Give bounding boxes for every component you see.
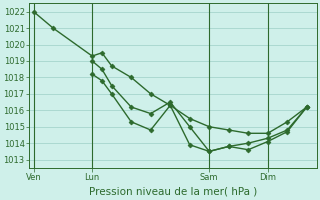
X-axis label: Pression niveau de la mer( hPa ): Pression niveau de la mer( hPa ) [89,187,257,197]
